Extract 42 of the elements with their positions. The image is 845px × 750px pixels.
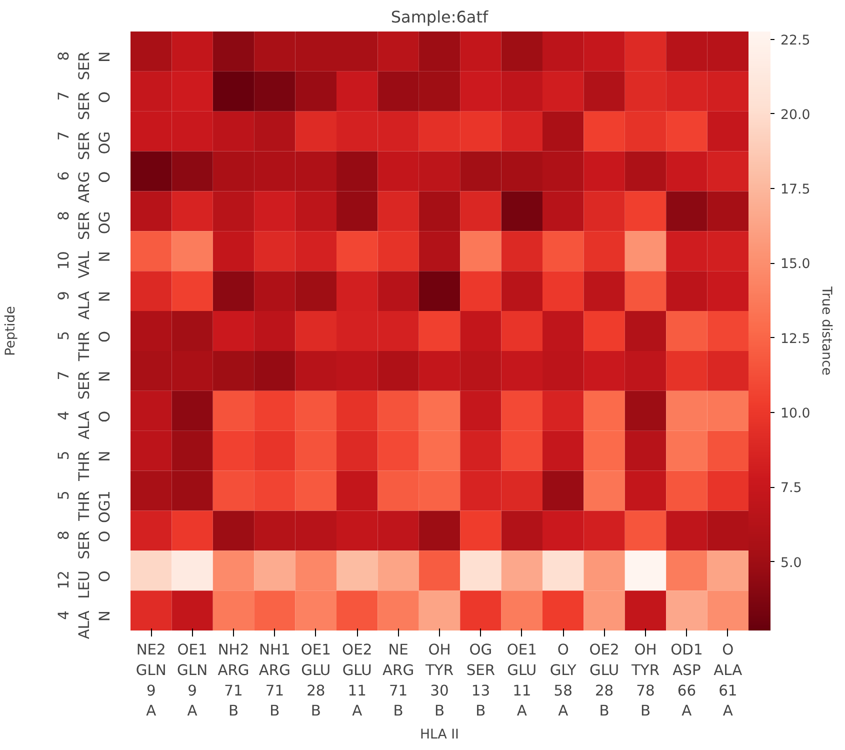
x-tick-label: O ALA 61 A	[714, 642, 742, 720]
color-bar-label: 12.5	[780, 332, 810, 347]
y-tick-label: 7 SER OG	[56, 131, 114, 160]
y-tick-label: 10 VAL N	[56, 250, 114, 278]
x-tick-label: OE2 GLU 11 A	[342, 642, 372, 720]
chart-title: Sample:6atf	[390, 8, 489, 26]
y-tick-label: 8 SER N	[56, 51, 114, 80]
y-tick-label: 7 SER N	[56, 370, 114, 400]
y-axis-title: Peptide	[4, 306, 19, 356]
x-tick-label: OH TYR 78 B	[630, 642, 660, 720]
y-tick-label: 12 LEU O	[56, 570, 114, 599]
color-bar-title: True distance	[818, 285, 834, 376]
x-tick-label: NE ARG 71 B	[382, 642, 414, 720]
color-bar-label: 15.0	[780, 257, 810, 272]
color-bar-label: 17.5	[780, 182, 810, 198]
y-tick-label: 8 SER OG	[56, 211, 114, 240]
x-tick-label: OE1 GLU 28 B	[300, 642, 331, 720]
x-tick-label: OE1 GLN 9 A	[177, 642, 208, 720]
y-tick-label: 4 ALA O	[56, 410, 114, 440]
color-bar-label: 22.5	[780, 33, 810, 48]
x-tick-label: O GLY 58 A	[550, 642, 576, 720]
color-bar-label: 7.5	[780, 481, 802, 496]
y-tick-label: 5 THR N	[56, 450, 114, 482]
x-axis-title: HLA II	[420, 728, 459, 743]
x-tick-label: OH TYR 30 B	[424, 642, 454, 720]
y-tick-label: 5 THR OG1	[56, 490, 114, 523]
color-bar-label: 5.0	[780, 556, 802, 571]
x-tick-label: NE2 GLN 9 A	[136, 642, 166, 720]
x-tick-label: OG SER 13 B	[466, 642, 496, 720]
y-tick-label: 9 ALA N	[56, 291, 114, 320]
color-bar-label: 10.0	[780, 406, 810, 422]
color-bar-label: 20.0	[780, 108, 810, 123]
x-tick-label: OE2 GLU 28 B	[589, 642, 620, 720]
x-tick-label: NH1 ARG 71 B	[258, 642, 290, 720]
y-tick-label: 5 THR O	[56, 330, 114, 362]
y-tick-label: 8 SER O	[56, 530, 114, 560]
x-tick-label: OD1 ASP 66 A	[670, 642, 703, 720]
y-tick-label: 6 ARG O	[56, 171, 114, 203]
y-tick-label: 7 SER O	[56, 91, 114, 120]
x-tick-label: NH2 ARG 71 B	[218, 642, 250, 720]
x-tick-label: OE1 GLU 11 A	[506, 642, 537, 720]
y-tick-label: 4 ALA N	[56, 610, 114, 640]
